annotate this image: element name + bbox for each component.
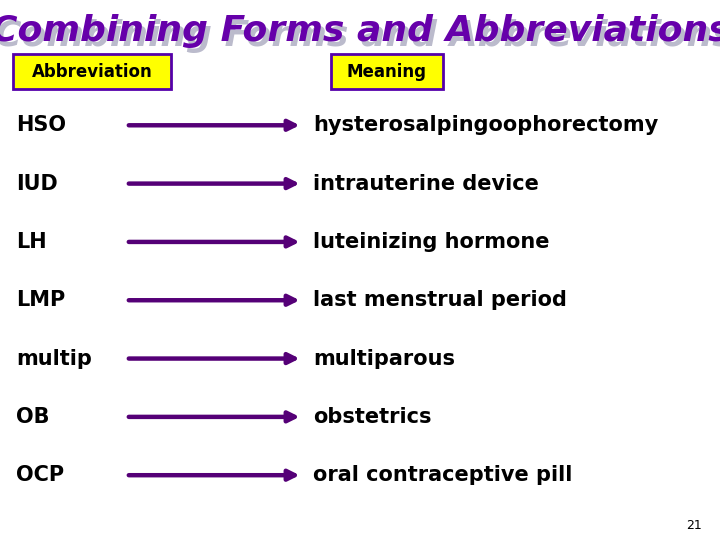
Text: last menstrual period: last menstrual period — [313, 290, 567, 310]
Text: Meaning: Meaning — [347, 63, 427, 80]
Text: IUD: IUD — [16, 173, 58, 194]
Text: OCP: OCP — [16, 465, 64, 485]
FancyBboxPatch shape — [13, 54, 171, 89]
Text: OB: OB — [16, 407, 50, 427]
Text: 21: 21 — [686, 519, 702, 532]
Text: LMP: LMP — [16, 290, 65, 310]
Text: luteinizing hormone: luteinizing hormone — [313, 232, 549, 252]
FancyBboxPatch shape — [331, 54, 443, 89]
Text: Abbreviation: Abbreviation — [32, 63, 153, 80]
Text: multip: multip — [16, 348, 91, 369]
Text: oral contraceptive pill: oral contraceptive pill — [313, 465, 572, 485]
Text: HSO: HSO — [16, 115, 66, 136]
Text: obstetrics: obstetrics — [313, 407, 432, 427]
Text: multiparous: multiparous — [313, 348, 455, 369]
Text: Combining Forms and Abbreviations: Combining Forms and Abbreviations — [0, 19, 720, 53]
Text: LH: LH — [16, 232, 47, 252]
Text: intrauterine device: intrauterine device — [313, 173, 539, 194]
Text: Combining Forms and Abbreviations: Combining Forms and Abbreviations — [0, 14, 720, 48]
Text: hysterosalpingoophorectomy: hysterosalpingoophorectomy — [313, 115, 659, 136]
